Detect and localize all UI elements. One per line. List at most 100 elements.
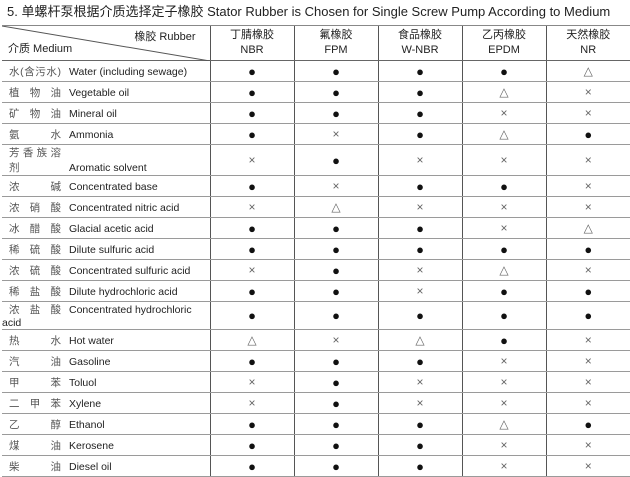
compatibility-cell: × [377, 196, 462, 218]
table-row: 稀盐酸 Dilute hydrochloric acid ● ● × ● ● [2, 280, 630, 302]
medium-name-en: Kerosene [69, 439, 114, 452]
medium-name-en: Mineral oil [69, 107, 117, 120]
compatibility-cell: △ [545, 217, 630, 239]
compatibility-cell: × [545, 175, 630, 197]
compatibility-cell: × [209, 259, 294, 281]
filled-circle-icon: ● [416, 353, 424, 369]
medium-name-cn: 冰醋酸 [9, 222, 61, 235]
medium-name-cn: 二甲苯 [9, 397, 61, 410]
compatibility-cell: × [461, 392, 546, 414]
compatibility-cell: ● [461, 329, 546, 351]
medium-cell: 矿物油 Mineral oil [2, 102, 210, 124]
compatibility-cell: ● [461, 60, 546, 82]
medium-cell: 浓盐酸 Concentrated hydrochloric acid [2, 301, 210, 330]
compatibility-cell: ● [377, 301, 462, 330]
table-row: 芳香族溶剂 Aromatic solvent × ● × × × [2, 144, 630, 176]
compatibility-cell: × [461, 144, 546, 176]
compatibility-cell: ● [293, 238, 378, 260]
medium-name-en: Dilute hydrochloric acid [69, 285, 178, 298]
table-row: 汽油 Gasoline ● ● ● × × [2, 350, 630, 372]
compatibility-cell: ● [293, 259, 378, 281]
cross-icon: × [500, 438, 508, 452]
filled-circle-icon: ● [416, 458, 424, 474]
medium-name-cn: 甲苯 [9, 376, 61, 389]
compatibility-cell: × [461, 455, 546, 477]
medium-name-en: Gasoline [69, 355, 111, 368]
compatibility-cell: △ [461, 123, 546, 145]
compatibility-cell: × [209, 144, 294, 176]
medium-cell: 氨水 Ammonia [2, 123, 210, 145]
medium-name-en: Concentrated hydrochloric acid [2, 304, 192, 329]
filled-circle-icon: ● [584, 308, 593, 323]
filled-circle-icon: ● [500, 283, 508, 299]
medium-cell: 冰醋酸 Glacial acetic acid [2, 217, 210, 239]
compatibility-cell: × [545, 350, 630, 372]
table-row: 煤油 Kerosene ● ● ● × × [2, 434, 630, 456]
triangle-icon: △ [583, 64, 593, 78]
medium-cell: 甲苯 Toluol [2, 371, 210, 393]
compatibility-cell: × [545, 102, 630, 124]
compatibility-cell: × [293, 175, 378, 197]
filled-circle-icon: ● [332, 353, 340, 369]
compatibility-cell: × [377, 144, 462, 176]
compatibility-cell: △ [461, 81, 546, 103]
medium-cell: 浓硝酸 Concentrated nitric acid [2, 196, 210, 218]
medium-name-cn: 柴油 [9, 460, 61, 473]
compatibility-cell: × [377, 392, 462, 414]
filled-circle-icon: ● [416, 63, 424, 79]
compatibility-cell: ● [377, 102, 462, 124]
compatibility-cell: × [377, 259, 462, 281]
table-row: 二甲苯 Xylene × ● × × × [2, 392, 630, 414]
compatibility-cell: × [545, 434, 630, 456]
compatibility-cell: ● [209, 350, 294, 372]
medium-name-cn: 水(含污水) [9, 65, 61, 78]
medium-name-cn: 浓盐酸 [9, 304, 61, 316]
filled-circle-icon: ● [584, 283, 593, 299]
compatibility-cell: × [545, 392, 630, 414]
medium-name-en: Hot water [69, 334, 114, 347]
filled-circle-icon: ● [332, 105, 340, 121]
medium-cell: 稀硫酸 Dilute sulfuric acid [2, 238, 210, 260]
medium-name-cn: 汽油 [9, 355, 61, 368]
medium-name-en: Concentrated base [69, 180, 158, 193]
compatibility-cell: ● [293, 144, 378, 176]
medium-name-cn: 浓碱 [9, 180, 61, 193]
filled-circle-icon: ● [332, 395, 340, 411]
triangle-icon: △ [499, 85, 509, 99]
compatibility-cell: ● [377, 350, 462, 372]
compatibility-cell: ● [377, 434, 462, 456]
filled-circle-icon: ● [416, 105, 424, 121]
compatibility-cell: × [545, 81, 630, 103]
triangle-icon: △ [583, 221, 593, 235]
cross-icon: × [248, 200, 256, 214]
filled-circle-icon: ● [332, 220, 340, 236]
filled-circle-icon: ● [248, 353, 256, 369]
compatibility-cell: ● [293, 371, 378, 393]
filled-circle-icon: ● [248, 126, 256, 142]
compatibility-cell: × [461, 350, 546, 372]
cross-icon: × [584, 459, 592, 473]
cross-icon: × [584, 106, 592, 120]
cross-icon: × [332, 333, 340, 347]
compatibility-cell: ● [209, 60, 294, 82]
medium-name-cn: 稀盐酸 [9, 285, 61, 298]
compatibility-cell: △ [545, 60, 630, 82]
rubber-selection-table: 橡胶 Rubber 介质 Medium 丁腈橡胶 NBR 氟橡胶 FPM 食品橡胶 W… [2, 25, 630, 477]
compatibility-cell: ● [293, 350, 378, 372]
cross-icon: × [416, 396, 424, 410]
cross-icon: × [248, 263, 256, 277]
filled-circle-icon: ● [332, 262, 340, 278]
medium-cell: 柴油 Diesel oil [2, 455, 210, 477]
medium-cell: 浓碱 Concentrated base [2, 175, 210, 197]
filled-circle-icon: ● [248, 105, 256, 121]
filled-circle-icon: ● [416, 84, 424, 100]
compatibility-cell: ● [293, 60, 378, 82]
cross-icon: × [584, 153, 592, 167]
compatibility-cell: ● [377, 123, 462, 145]
compatibility-cell: ● [209, 217, 294, 239]
compatibility-cell: × [461, 217, 546, 239]
table-row: 冰醋酸 Glacial acetic acid ● ● ● × △ [2, 217, 630, 239]
compatibility-cell: × [209, 392, 294, 414]
triangle-icon: △ [499, 417, 509, 431]
medium-cell: 水(含污水) Water (including sewage) [2, 60, 210, 82]
